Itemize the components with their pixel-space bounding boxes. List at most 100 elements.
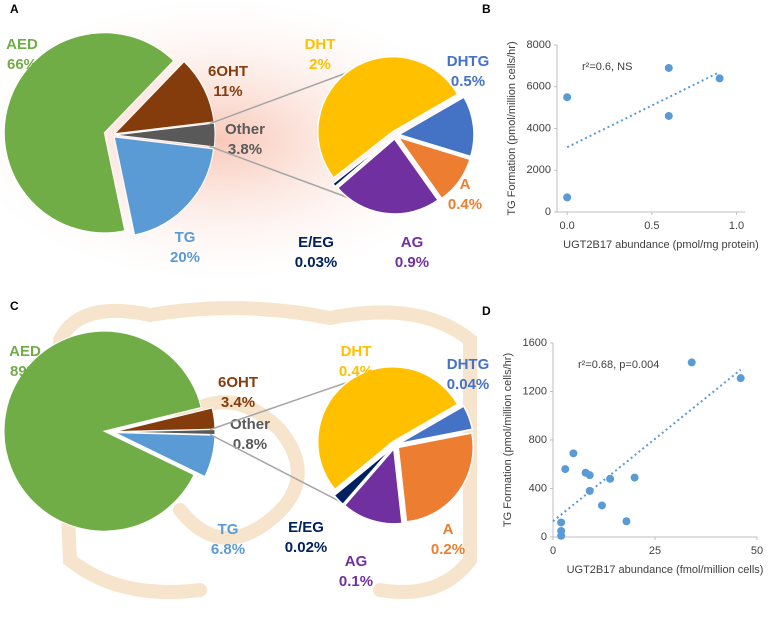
data-point <box>557 526 566 535</box>
data-point <box>563 193 572 202</box>
pie-slice <box>113 136 215 236</box>
pie-slice <box>114 432 216 478</box>
slice-value-label: 6.8% <box>211 541 245 558</box>
slice-label: Other <box>230 416 270 433</box>
x-tick-label: 50 <box>751 545 763 557</box>
y-tick-label: 1200 <box>523 385 547 397</box>
data-point <box>563 93 572 102</box>
panel-label: B <box>482 2 491 16</box>
pie-slice <box>333 447 393 506</box>
annotation: r²=0.6, NS <box>582 61 632 73</box>
pie-slice <box>396 135 471 200</box>
data-point <box>687 358 696 367</box>
data-point <box>664 111 673 120</box>
data-point <box>736 374 745 383</box>
trendline <box>566 71 721 149</box>
pie-slice <box>397 96 475 158</box>
x-tick-label: 25 <box>649 545 661 557</box>
pie-slice <box>331 136 393 188</box>
y-tick-label: 0 <box>541 531 547 543</box>
pie-slice <box>397 432 474 523</box>
slice-label: Other <box>225 121 265 138</box>
slice-label: AED <box>6 36 38 53</box>
slice-label: AG <box>401 234 424 251</box>
slice-value-label: 0.5% <box>451 73 485 90</box>
pie-slice <box>398 405 474 445</box>
connector-line <box>209 145 362 204</box>
slice-value-label: 3.8% <box>228 141 262 158</box>
pie-slice <box>343 447 403 525</box>
y-tick-label: 0 <box>545 206 551 218</box>
y-tick-label: 2000 <box>527 164 551 176</box>
slice-value-label: 0.4% <box>448 196 482 213</box>
data-point <box>561 465 570 474</box>
slice-value-label: 2% <box>309 56 331 73</box>
y-axis-label: TG Formation (pmol/million cells/hr) <box>502 353 514 527</box>
panel-label: A <box>10 2 19 16</box>
y-tick-label: 4000 <box>527 122 551 134</box>
data-point <box>630 473 639 482</box>
data-point <box>664 63 673 72</box>
data-point <box>715 74 724 83</box>
data-point <box>585 486 594 495</box>
pie-slice <box>114 122 216 148</box>
intestine-outline <box>53 301 477 599</box>
slice-label: DHT <box>305 36 336 53</box>
x-tick-label: 0.0 <box>560 220 575 232</box>
pie-slice <box>114 428 216 436</box>
connector-line <box>209 433 362 514</box>
slice-label: E/EG <box>288 519 324 536</box>
slice-value-label: 66% <box>7 56 37 73</box>
y-tick-label: 6000 <box>527 81 551 93</box>
y-tick-label: 1600 <box>523 337 547 349</box>
slice-value-label: 11% <box>213 83 242 100</box>
slice-label: A <box>460 176 471 193</box>
slice-label: AG <box>345 553 368 570</box>
pie-slice <box>317 55 459 179</box>
y-tick-label: 8000 <box>527 39 551 51</box>
pie-slice <box>336 137 440 215</box>
panel-label: D <box>482 304 491 318</box>
slice-value-label: 0.02% <box>285 539 328 556</box>
slice-value-label: 20% <box>170 249 200 266</box>
slice-value-label: 0.4% <box>339 363 373 380</box>
panel-label: C <box>10 299 19 313</box>
slice-value-label: 0.03% <box>295 254 338 271</box>
slice-value-label: 0.04% <box>447 376 490 393</box>
annotation: r²=0.68, p=0.004 <box>578 359 659 371</box>
slice-label: DHTG <box>447 356 490 373</box>
data-point <box>585 471 594 480</box>
slice-label: DHTG <box>447 53 490 70</box>
slice-label: A <box>443 521 454 538</box>
trendline <box>552 368 742 523</box>
pie-slice <box>3 330 202 532</box>
y-tick-label: 400 <box>529 482 547 494</box>
data-point <box>569 449 578 458</box>
slice-label: DHT <box>341 343 372 360</box>
slice-value-label: 89% <box>10 363 40 380</box>
connector-line <box>209 66 362 125</box>
x-tick-label: 0.5 <box>644 220 659 232</box>
data-point <box>622 517 631 526</box>
slice-value-label: 0.1% <box>339 573 373 590</box>
slice-value-label: 0.9% <box>395 254 429 271</box>
x-tick-label: 0 <box>550 545 556 557</box>
pie-slice <box>316 365 459 491</box>
x-axis-label: UGT2B17 abundance (fmol/million cells) <box>567 564 764 576</box>
slice-value-label: 3.4% <box>221 394 255 411</box>
slice-label: TG <box>175 229 196 246</box>
slice-label: 6OHT <box>208 63 248 80</box>
x-axis-label: UGT2B17 abundance (pmol/mg protein) <box>563 239 759 251</box>
pie-slice <box>113 60 215 135</box>
y-axis-label: TG Formation (pmol/million cells/hr) <box>506 41 518 215</box>
slice-label: AED <box>9 343 41 360</box>
slice-label: 6OHT <box>218 374 258 391</box>
slice-label: TG <box>218 521 239 538</box>
data-point <box>606 474 615 483</box>
data-point <box>597 501 606 510</box>
slice-value-label: 0.8% <box>233 436 267 453</box>
connector-line <box>209 376 362 431</box>
data-point <box>557 518 566 527</box>
